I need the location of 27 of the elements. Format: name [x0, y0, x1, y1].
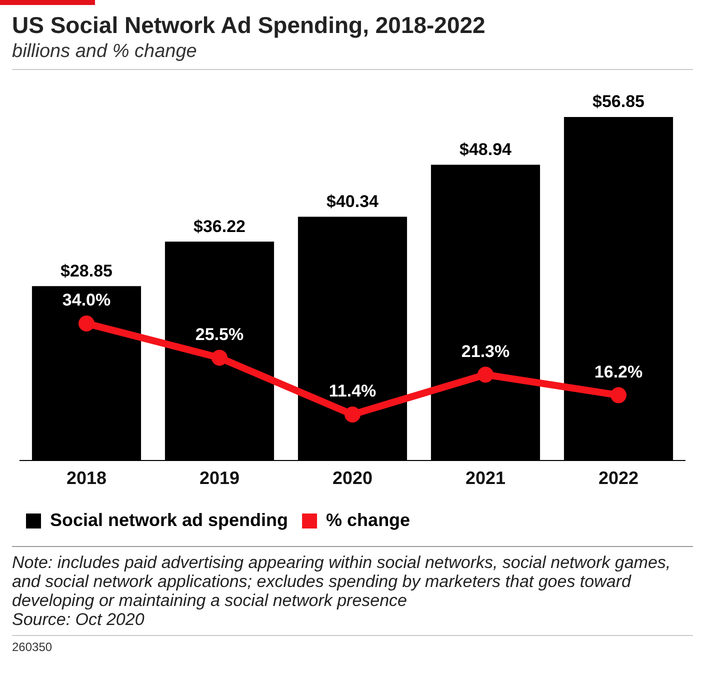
data-label: 21.3% [461, 342, 510, 361]
legend-label: Social network ad spending [50, 510, 288, 530]
data-label: $56.85 [592, 92, 644, 112]
point [610, 387, 626, 404]
data-label: $40.34 [326, 192, 380, 211]
data-label: $28.85 [60, 261, 112, 280]
x-tick-label: 2020 [332, 468, 373, 488]
data-label: 11.4% [328, 382, 376, 401]
x-tick-label: 2018 [66, 468, 107, 488]
x-tick-label: 2021 [465, 468, 506, 488]
x-tick-label: 2022 [598, 468, 639, 488]
text: 260350 [12, 635, 693, 654]
chart-title: US Social Network Ad Spending, 2018-2022 [12, 12, 486, 39]
data-label: 16.2% [594, 362, 643, 382]
source-note: Source: Oct 2020 [12, 610, 146, 629]
point [478, 366, 494, 383]
x-tick-label: 2019 [199, 468, 240, 488]
point [212, 350, 228, 366]
data-label: $48.94 [460, 140, 512, 159]
data-label: 25.5% [195, 324, 244, 344]
chart-subtitle: billions and % change [12, 41, 693, 70]
legend-label: % change [326, 510, 410, 530]
point [78, 315, 94, 332]
point [344, 406, 360, 422]
data-label: $36.22 [194, 216, 246, 236]
data-label: 34.0% [62, 290, 111, 310]
text: Note: includes paid advertising appearing within social networks, social network games, and social network applications; excludes spending by marketers that goes toward developing or maintaining a social network presence [12, 553, 672, 610]
